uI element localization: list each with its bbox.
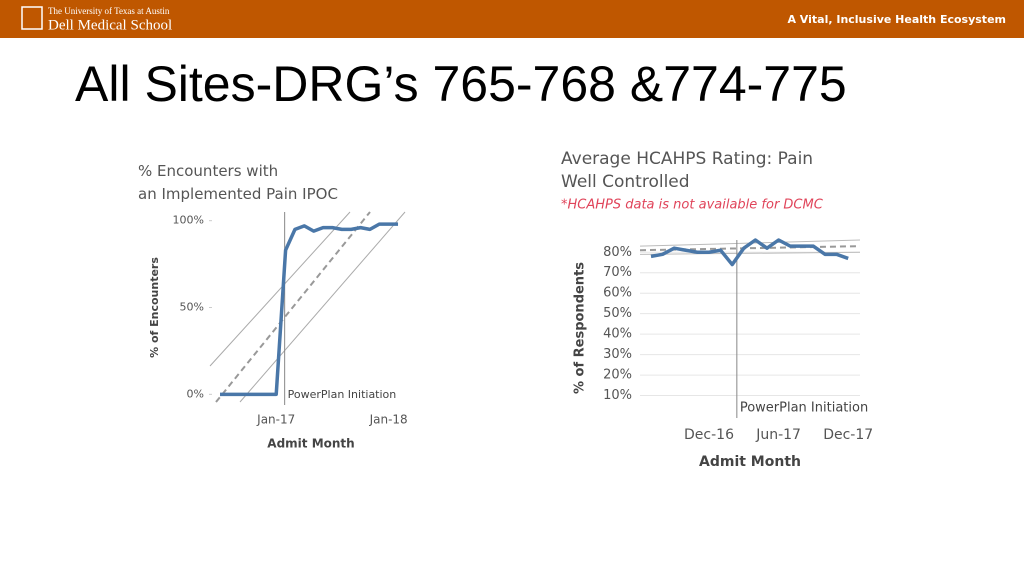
chart-title: Average HCAHPS Rating: Pain Well Controll…: [561, 149, 813, 192]
y-tick-label: 50%: [180, 301, 204, 314]
university: The University of Texas at Austin: [48, 6, 170, 16]
chart-subtitle: *HCAHPS data is not available for DCMC: [561, 198, 824, 213]
y-tick-label: 20%: [603, 368, 632, 383]
y-tick-label: 30%: [603, 347, 632, 362]
x-tick-label: Jan-18: [369, 413, 408, 427]
y-tick-label: 60%: [603, 286, 632, 301]
trend-band: [209, 211, 351, 367]
chart-title: % Encounters with an Implemented Pain IPO…: [138, 162, 338, 203]
y-tick-label: 10%: [603, 388, 632, 403]
header-bar: [0, 0, 1024, 38]
trend-line: [215, 211, 371, 403]
data-line: [220, 222, 399, 397]
y-axis-label: % of Encounters: [148, 257, 161, 358]
x-axis-label: Admit Month: [699, 454, 801, 470]
data-line: [650, 238, 849, 267]
y-tick-label: 40%: [603, 327, 632, 342]
x-tick-label: Jan-17: [256, 413, 295, 427]
annotation: PowerPlan Initiation: [288, 388, 397, 401]
logo-shield: [21, 6, 43, 30]
x-tick-label: Dec-16: [684, 427, 734, 443]
y-tick-label: 70%: [603, 265, 632, 280]
school: Dell Medical School: [48, 17, 172, 33]
y-tick-label: 80%: [603, 245, 632, 260]
y-tick-label: 50%: [603, 306, 632, 321]
y-axis-label: % of Respondents: [573, 262, 588, 394]
x-axis-label: Admit Month: [267, 437, 354, 451]
tagline: A Vital, Inclusive Health Ecosystem: [787, 13, 1006, 26]
annotation: PowerPlan Initiation: [740, 401, 868, 416]
y-tick-label: 100%: [173, 214, 204, 227]
slide-title: All Sites-DRG’s 765-768 &774-775: [75, 56, 847, 112]
y-tick-label: 0%: [187, 387, 204, 400]
x-tick-label: Jun-17: [755, 427, 801, 443]
x-tick-label: Dec-17: [823, 427, 873, 443]
trend-line: [639, 245, 861, 252]
trend-band: [239, 211, 406, 403]
